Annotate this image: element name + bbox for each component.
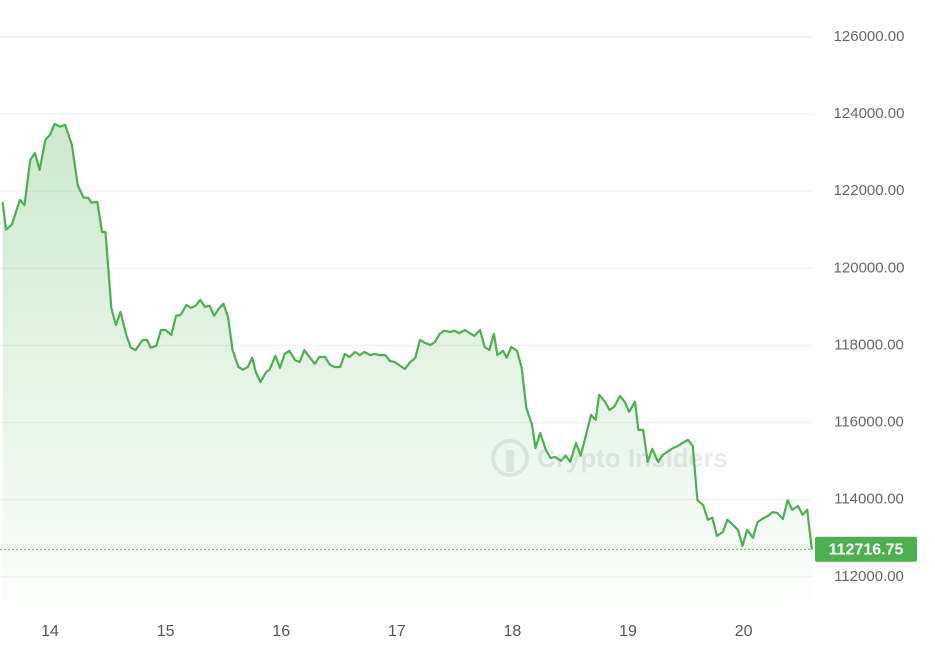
y-tick-label: 122000.00 <box>834 182 905 199</box>
y-tick-label: 124000.00 <box>834 105 905 122</box>
y-tick-label: 120000.00 <box>834 259 905 276</box>
x-tick-label: 19 <box>619 623 637 640</box>
plot <box>0 122 813 600</box>
x-tick-label: 14 <box>41 623 59 640</box>
y-tick-label: 116000.00 <box>834 414 904 431</box>
x-tick-label: 18 <box>504 623 522 640</box>
x-tick-label: 16 <box>272 623 290 640</box>
y-tick-label: 126000.00 <box>834 28 905 45</box>
x-tick-label: 17 <box>388 623 406 640</box>
current-price-box <box>815 536 917 562</box>
labels: 112000.00 114000.00 116000.00 118000.00 1200… <box>41 28 917 640</box>
y-tick-label: 118000.00 <box>834 336 904 353</box>
area-fill <box>2 124 812 600</box>
y-tick-label: 114000.00 <box>834 491 904 508</box>
x-tick-label: 15 <box>157 623 175 640</box>
x-tick-label: 20 <box>735 623 753 640</box>
price-line <box>1 122 813 550</box>
y-tick-label: 112000.00 <box>834 568 904 585</box>
current-price-label: 112716.75 <box>829 541 904 558</box>
